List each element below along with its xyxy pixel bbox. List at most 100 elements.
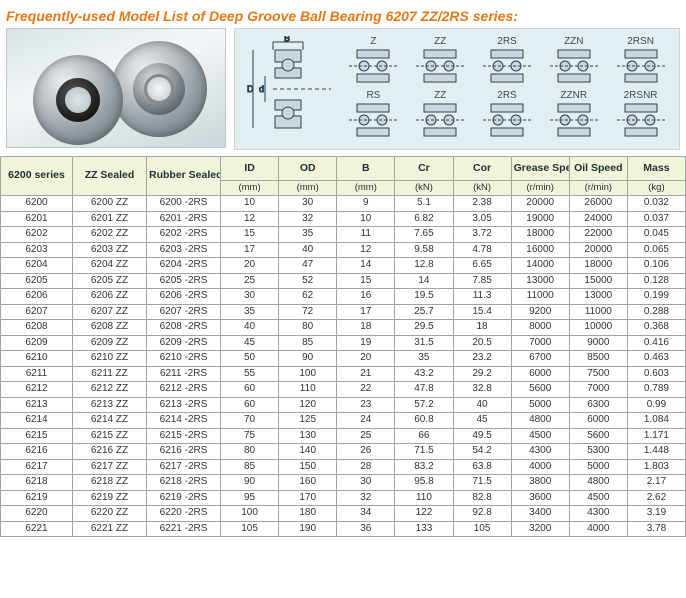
table-row: 62156215 ZZ6215 -2RS75130256649.54500560… [1, 428, 686, 444]
table-cell: 28 [337, 459, 395, 475]
table-cell: 24 [337, 413, 395, 429]
table-cell: 25 [337, 428, 395, 444]
table-cell: 6207 ZZ [73, 304, 147, 320]
table-cell: 6206 ZZ [73, 289, 147, 305]
table-cell: 0.368 [627, 320, 685, 336]
table-cell: 110 [395, 490, 453, 506]
table-cell: 9000 [569, 335, 627, 351]
table-cell: 31.5 [395, 335, 453, 351]
table-cell: 0.199 [627, 289, 685, 305]
column-unit: (mm) [221, 181, 279, 196]
table-cell: 6209 [1, 335, 73, 351]
table-cell: 180 [279, 506, 337, 522]
table-cell: 71.5 [453, 475, 511, 491]
table-cell: 62 [279, 289, 337, 305]
column-unit: (kN) [395, 181, 453, 196]
table-cell: 4.78 [453, 242, 511, 258]
table-cell: 6201 [1, 211, 73, 227]
table-cell: 19 [337, 335, 395, 351]
table-cell: 14000 [511, 258, 569, 274]
table-cell: 60 [221, 397, 279, 413]
table-row: 62186218 ZZ6218 -2RS901603095.871.538004… [1, 475, 686, 491]
table-cell: 6218 -2RS [147, 475, 221, 491]
table-cell: 6206 -2RS [147, 289, 221, 305]
table-cell: 9200 [511, 304, 569, 320]
table-cell: 66 [395, 428, 453, 444]
table-row: 62196219 ZZ6219 -2RS951703211082.8360045… [1, 490, 686, 506]
table-cell: 6220 ZZ [73, 506, 147, 522]
table-cell: 6221 ZZ [73, 521, 147, 537]
table-cell: 24000 [569, 211, 627, 227]
table-cell: 6208 -2RS [147, 320, 221, 336]
table-cell: 35 [221, 304, 279, 320]
table-cell: 6208 [1, 320, 73, 336]
table-cell: 11000 [511, 289, 569, 305]
table-cell: 1.803 [627, 459, 685, 475]
table-cell: 30 [279, 196, 337, 212]
table-cell: 6205 [1, 273, 73, 289]
table-cell: 160 [279, 475, 337, 491]
table-cell: 63.8 [453, 459, 511, 475]
column-header: ZZ Sealed [73, 157, 147, 196]
bearing-type-label: 2RS [497, 90, 516, 101]
table-cell: 18000 [569, 258, 627, 274]
table-row: 62106210 ZZ6210 -2RS5090203523.267008500… [1, 351, 686, 367]
table-cell: 17 [337, 304, 395, 320]
table-cell: 6218 ZZ [73, 475, 147, 491]
table-cell: 15 [221, 227, 279, 243]
table-cell: 12 [221, 211, 279, 227]
table-cell: 6203 [1, 242, 73, 258]
svg-text:B: B [284, 36, 290, 43]
table-cell: 32 [337, 490, 395, 506]
table-cell: 75 [221, 428, 279, 444]
table-cell: 6217 -2RS [147, 459, 221, 475]
table-cell: 13000 [511, 273, 569, 289]
table-cell: 50 [221, 351, 279, 367]
table-cell: 2.62 [627, 490, 685, 506]
table-row: 62026202 ZZ6202 -2RS1535117.653.72180002… [1, 227, 686, 243]
table-cell: 140 [279, 444, 337, 460]
table-cell: 20000 [569, 242, 627, 258]
table-cell: 45 [221, 335, 279, 351]
column-header: Mass [627, 157, 685, 181]
hero-row: B D d Z [0, 28, 686, 156]
table-cell: 6215 [1, 428, 73, 444]
table-cell: 19.5 [395, 289, 453, 305]
column-header: 6200 series [1, 157, 73, 196]
column-unit: (kN) [453, 181, 511, 196]
table-cell: 85 [279, 335, 337, 351]
table-cell: 82.8 [453, 490, 511, 506]
product-photo [6, 28, 226, 148]
table-cell: 32.8 [453, 382, 511, 398]
table-cell: 10000 [569, 320, 627, 336]
table-body: 62006200 ZZ6200 -2RS103095.12.3820000260… [1, 196, 686, 537]
table-cell: 3.78 [627, 521, 685, 537]
table-cell: 6207 -2RS [147, 304, 221, 320]
table-cell: 0.037 [627, 211, 685, 227]
bearing-type-label: 2RS [497, 36, 516, 47]
table-cell: 6200 ZZ [73, 196, 147, 212]
table-cell: 29.5 [395, 320, 453, 336]
table-cell: 3.05 [453, 211, 511, 227]
bearing-type-cell: 2RS [477, 90, 538, 142]
table-cell: 13000 [569, 289, 627, 305]
bearing-type-cell: 2RSNR [610, 90, 671, 142]
table-cell: 6.82 [395, 211, 453, 227]
table-cell: 19000 [511, 211, 569, 227]
table-cell: 3600 [511, 490, 569, 506]
table-cell: 120 [279, 397, 337, 413]
table-cell: 45 [453, 413, 511, 429]
column-header: Cor [453, 157, 511, 181]
table-cell: 6204 -2RS [147, 258, 221, 274]
table-cell: 23.2 [453, 351, 511, 367]
table-cell: 10 [337, 211, 395, 227]
table-cell: 0.416 [627, 335, 685, 351]
table-cell: 6212 ZZ [73, 382, 147, 398]
table-cell: 8500 [569, 351, 627, 367]
table-cell: 85 [221, 459, 279, 475]
table-cell: 6211 ZZ [73, 366, 147, 382]
table-row: 62126212 ZZ6212 -2RS601102247.832.856007… [1, 382, 686, 398]
table-cell: 6211 -2RS [147, 366, 221, 382]
table-cell: 6216 -2RS [147, 444, 221, 460]
table-cell: 4800 [511, 413, 569, 429]
